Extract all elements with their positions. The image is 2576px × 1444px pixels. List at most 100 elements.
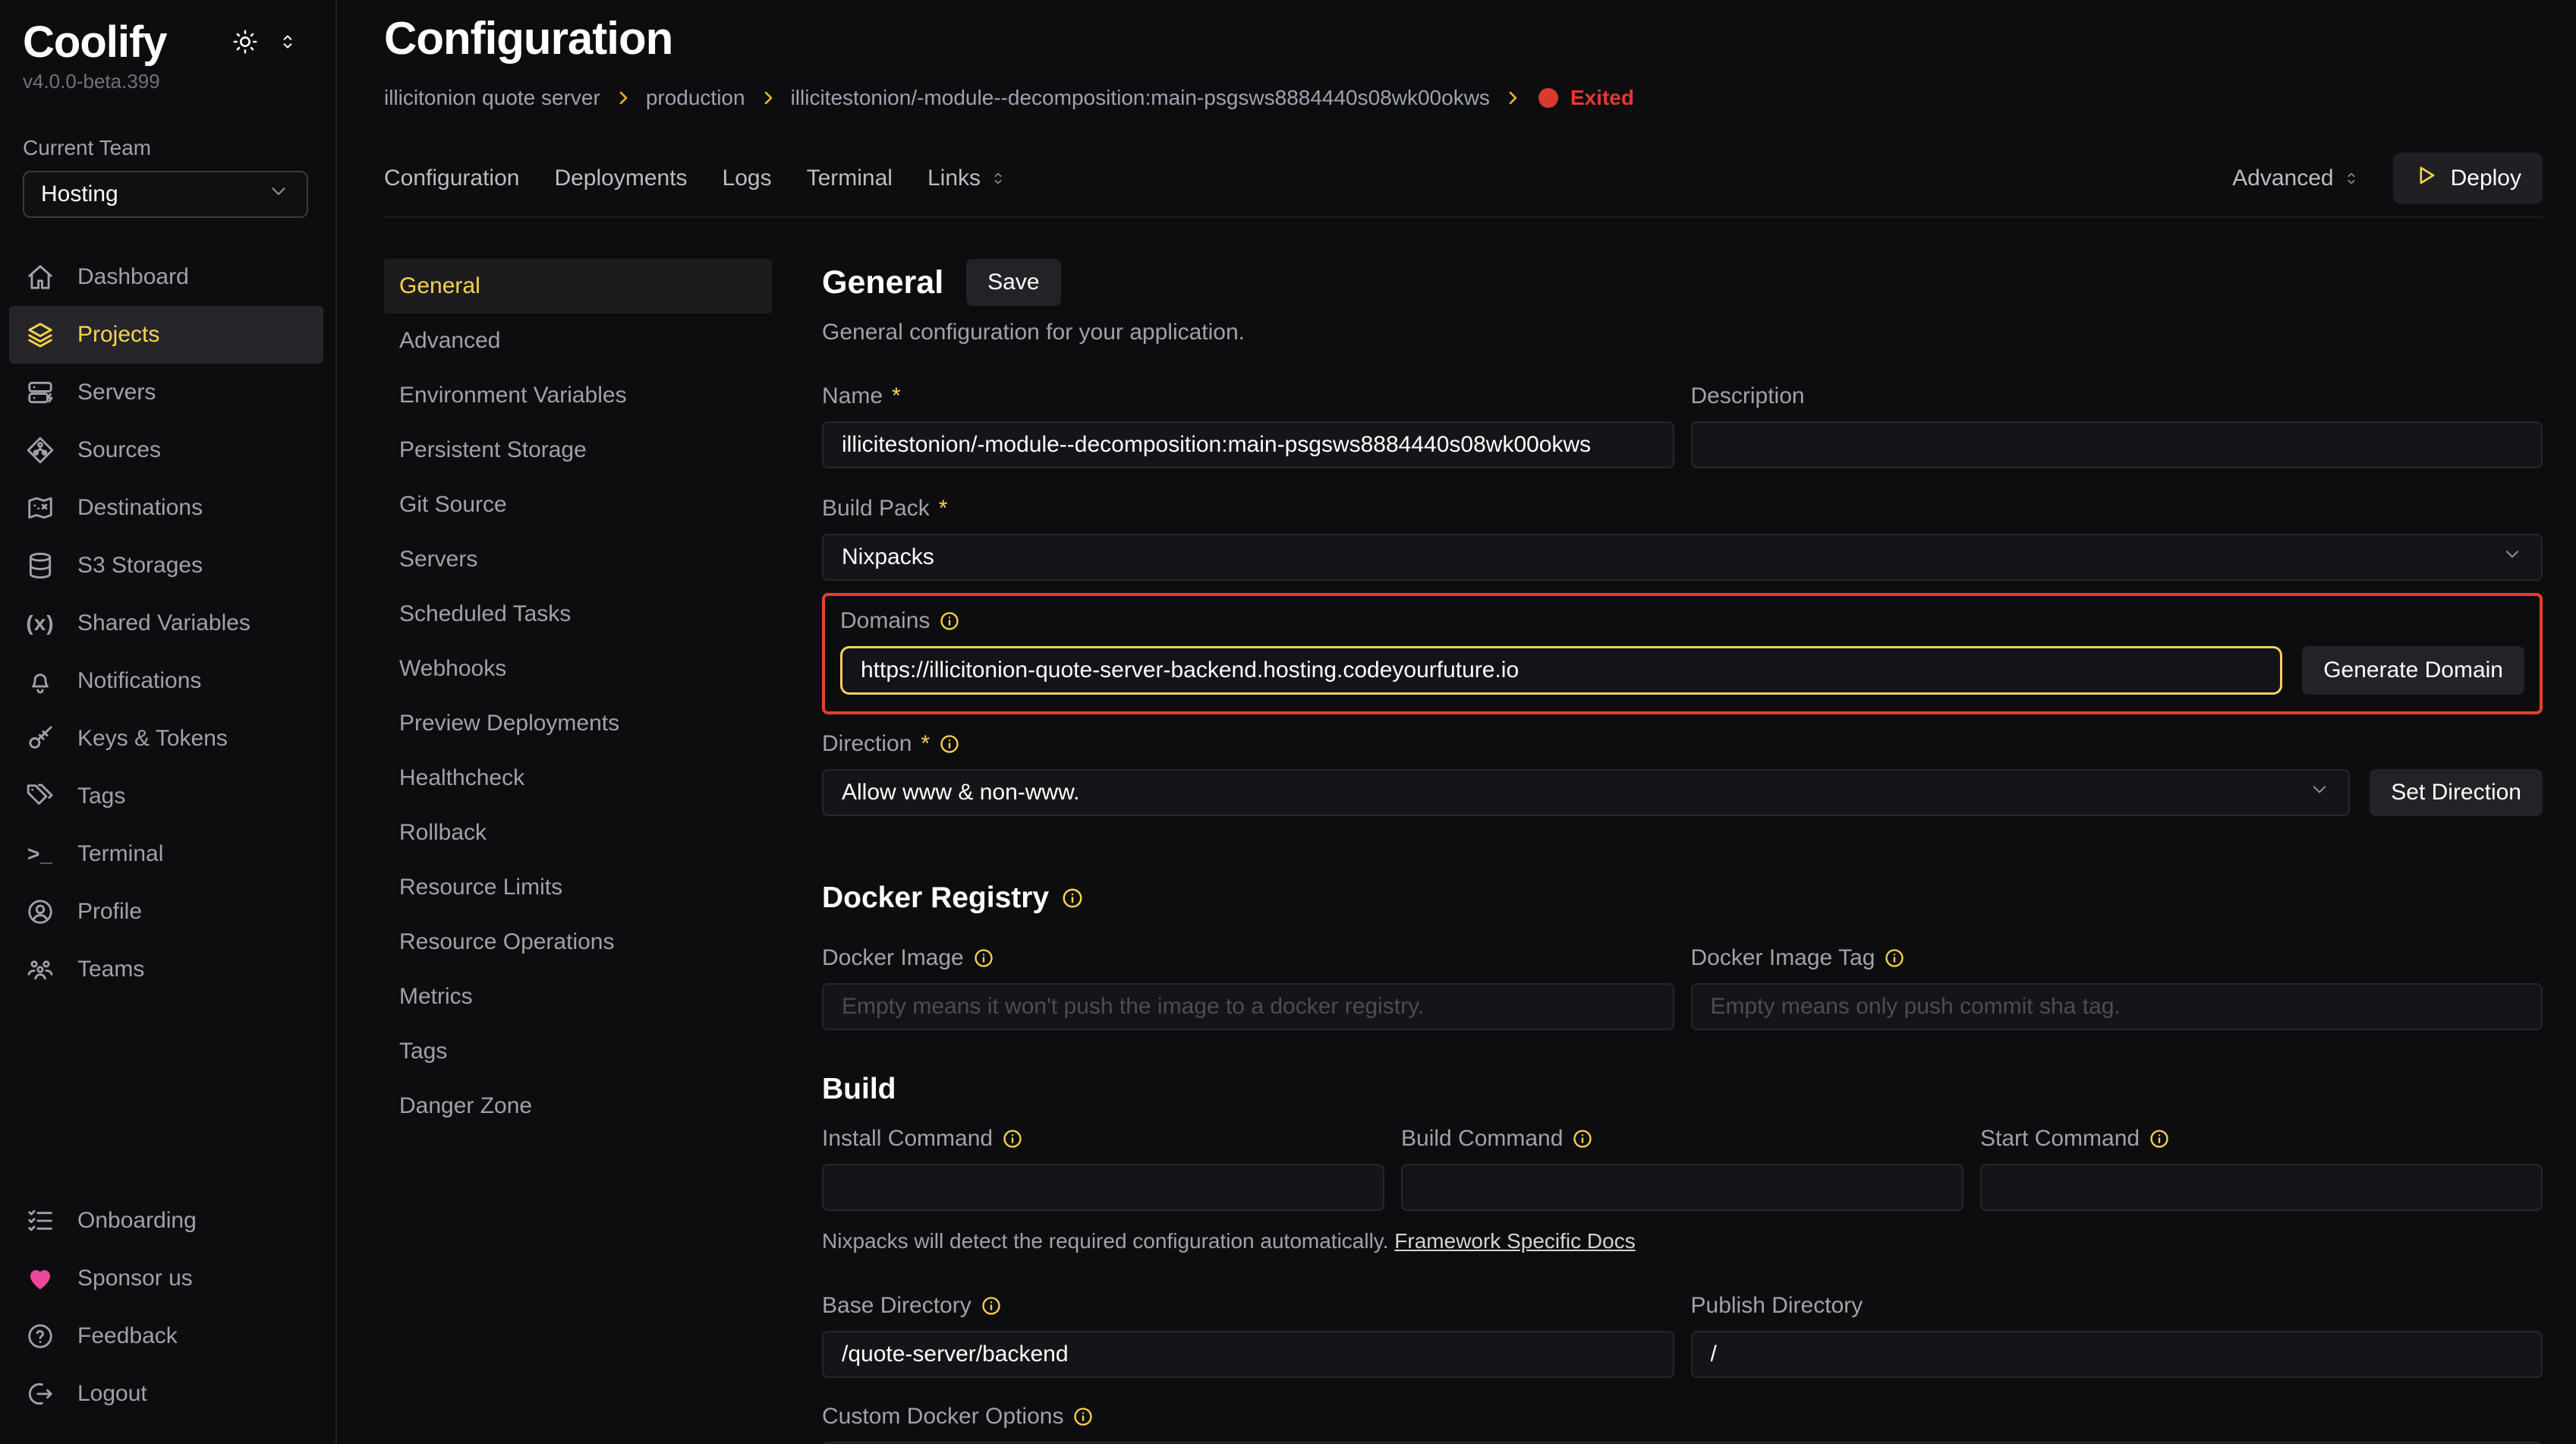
section-title: General xyxy=(822,263,944,301)
sidebar-item-keys-tokens[interactable]: Keys & Tokens xyxy=(0,710,335,768)
subnav-danger-zone[interactable]: Danger Zone xyxy=(399,1093,533,1118)
subnav-general[interactable]: General xyxy=(384,259,772,314)
build-pack-label: Build Pack xyxy=(822,496,930,521)
heart-icon xyxy=(26,1264,55,1293)
subnav-git-source[interactable]: Git Source xyxy=(399,492,507,517)
theme-sun-icon[interactable] xyxy=(232,29,258,58)
subnav-rollback[interactable]: Rollback xyxy=(399,820,487,845)
sidebar-item-servers[interactable]: Servers xyxy=(0,364,335,421)
required-mark: * xyxy=(892,383,901,408)
breadcrumb: illicitonion quote server production ill… xyxy=(384,86,2543,110)
tab-configuration[interactable]: Configuration xyxy=(384,166,520,191)
info-icon xyxy=(939,733,960,755)
sidebar-item-onboarding[interactable]: Onboarding xyxy=(0,1192,335,1250)
logout-icon xyxy=(26,1379,55,1408)
domains-input[interactable] xyxy=(840,646,2283,695)
install-command-input[interactable] xyxy=(822,1164,1384,1211)
chevron-down-icon xyxy=(2502,544,2523,571)
sidebar-item-destinations[interactable]: Destinations xyxy=(0,479,335,537)
docker-image-tag-input[interactable] xyxy=(1690,983,2543,1030)
generate-domain-button[interactable]: Generate Domain xyxy=(2302,646,2524,695)
sidebar-item-teams[interactable]: Teams xyxy=(0,941,335,998)
description-input[interactable] xyxy=(1690,421,2543,468)
start-command-input[interactable] xyxy=(1980,1164,2543,1211)
info-icon xyxy=(939,610,960,632)
team-select[interactable]: Hosting xyxy=(23,170,308,218)
status-label: Exited xyxy=(1570,86,1634,109)
subnav-resource-operations[interactable]: Resource Operations xyxy=(399,929,615,954)
required-mark: * xyxy=(921,731,931,756)
tab-deployments[interactable]: Deployments xyxy=(554,166,688,191)
subnav-healthcheck[interactable]: Healthcheck xyxy=(399,765,525,790)
subnav-tags[interactable]: Tags xyxy=(399,1039,448,1064)
sidebar-item-logout[interactable]: Logout xyxy=(0,1365,335,1423)
direction-value: Allow www & non-www. xyxy=(842,780,1080,805)
info-icon xyxy=(973,947,994,969)
build-pack-select[interactable]: Nixpacks xyxy=(822,534,2543,581)
subnav-resource-limits[interactable]: Resource Limits xyxy=(399,875,563,900)
sidebar-item-projects[interactable]: Projects xyxy=(9,305,323,364)
database-icon xyxy=(26,551,55,580)
subnav-scheduled-tasks[interactable]: Scheduled Tasks xyxy=(399,601,572,626)
subnav-metrics[interactable]: Metrics xyxy=(399,984,473,1009)
sidebar-item-terminal[interactable]: >_ Terminal xyxy=(0,825,335,883)
sidebar-item-tags[interactable]: Tags xyxy=(0,768,335,825)
chevron-right-icon xyxy=(614,89,632,107)
status-badge: Exited xyxy=(1538,86,1634,110)
info-icon xyxy=(1072,1406,1094,1427)
subnav-preview-deployments[interactable]: Preview Deployments xyxy=(399,711,620,736)
build-command-input[interactable] xyxy=(1401,1164,1963,1211)
breadcrumb-project[interactable]: illicitonion quote server xyxy=(384,86,600,109)
subnav-webhooks[interactable]: Webhooks xyxy=(399,656,507,681)
base-directory-label: Base Directory xyxy=(822,1293,972,1318)
docker-image-label: Docker Image xyxy=(822,945,964,970)
sidebar-item-feedback[interactable]: Feedback xyxy=(0,1307,335,1365)
current-team-label: Current Team xyxy=(23,135,152,159)
sidebar-item-sponsor[interactable]: Sponsor us xyxy=(0,1250,335,1307)
save-button[interactable]: Save xyxy=(966,259,1061,306)
theme-selector-icon[interactable] xyxy=(278,32,298,55)
publish-directory-input[interactable] xyxy=(1690,1331,2543,1378)
server-icon xyxy=(26,378,55,407)
subnav-servers[interactable]: Servers xyxy=(399,547,478,572)
subnav-persistent-storage[interactable]: Persistent Storage xyxy=(399,437,587,462)
sidebar-item-sources[interactable]: Sources xyxy=(0,421,335,479)
breadcrumb-application[interactable]: illicitestonion/-module--decomposition:m… xyxy=(790,86,1490,109)
tab-bar: Configuration Deployments Logs Terminal … xyxy=(384,153,2543,218)
set-direction-button[interactable]: Set Direction xyxy=(2370,769,2543,816)
configuration-content: General Advanced Environment Variables P… xyxy=(384,259,2543,1444)
team-select-value: Hosting xyxy=(41,181,118,207)
tab-links[interactable]: Links xyxy=(927,166,1006,191)
base-directory-input[interactable] xyxy=(822,1331,1674,1378)
sidebar-item-s3-storages[interactable]: S3 Storages xyxy=(0,537,335,594)
direction-select[interactable]: Allow www & non-www. xyxy=(822,769,2351,816)
sidebar-item-notifications[interactable]: Notifications xyxy=(0,652,335,710)
subnav-environment-variables[interactable]: Environment Variables xyxy=(399,383,627,408)
name-input[interactable] xyxy=(822,421,1674,468)
section-subtitle: General configuration for your applicati… xyxy=(822,320,1245,345)
framework-docs-link[interactable]: Framework Specific Docs xyxy=(1394,1229,1636,1253)
docker-image-input[interactable] xyxy=(822,983,1674,1030)
docker-registry-title: Docker Registry xyxy=(822,881,1050,914)
home-icon xyxy=(26,263,55,292)
direction-label: Direction xyxy=(822,731,912,756)
user-circle-icon xyxy=(26,897,55,926)
sidebar-item-dashboard[interactable]: Dashboard xyxy=(0,248,335,306)
play-icon xyxy=(2414,164,2437,193)
tab-terminal[interactable]: Terminal xyxy=(806,166,893,191)
advanced-menu[interactable]: Advanced xyxy=(2232,166,2359,191)
subnav-advanced[interactable]: Advanced xyxy=(399,328,501,353)
sidebar-item-shared-variables[interactable]: (x) Shared Variables xyxy=(0,594,335,652)
info-icon xyxy=(2149,1128,2170,1149)
tab-logs[interactable]: Logs xyxy=(722,166,772,191)
info-icon xyxy=(1884,947,1905,969)
publish-directory-label: Publish Directory xyxy=(1690,1293,1863,1318)
sidebar-item-profile[interactable]: Profile xyxy=(0,883,335,941)
deploy-button[interactable]: Deploy xyxy=(2392,153,2543,204)
domains-highlight-box: Domains Generate Domain xyxy=(822,593,2543,714)
info-icon xyxy=(1061,887,1084,910)
breadcrumb-environment[interactable]: production xyxy=(645,86,745,109)
start-command-label: Start Command xyxy=(1980,1126,2140,1151)
checklist-icon xyxy=(26,1206,55,1235)
